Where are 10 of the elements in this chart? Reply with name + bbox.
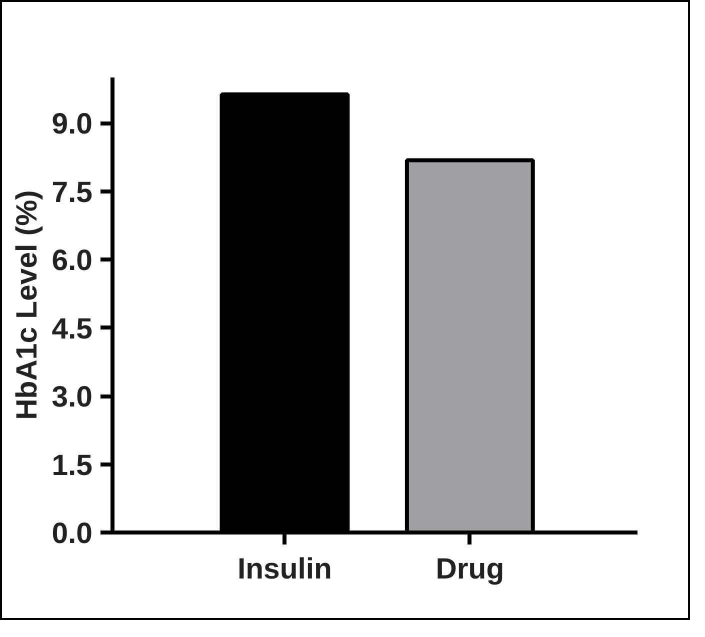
y-tick-label: 0.0	[52, 517, 93, 550]
y-tick-label: 4.5	[52, 312, 93, 346]
y-tick-label: 9.0	[52, 108, 93, 140]
y-tick-label: 6.0	[52, 244, 93, 277]
x-tick-label: Insulin	[237, 552, 332, 586]
y-tick-label: 3.0	[52, 380, 93, 414]
y-axis-title: HbA1c Level (%)	[10, 190, 44, 420]
y-tick-label: 1.5	[52, 448, 93, 482]
x-tick-label: Drug	[436, 552, 504, 586]
y-tick-label: 7.5	[52, 176, 93, 209]
